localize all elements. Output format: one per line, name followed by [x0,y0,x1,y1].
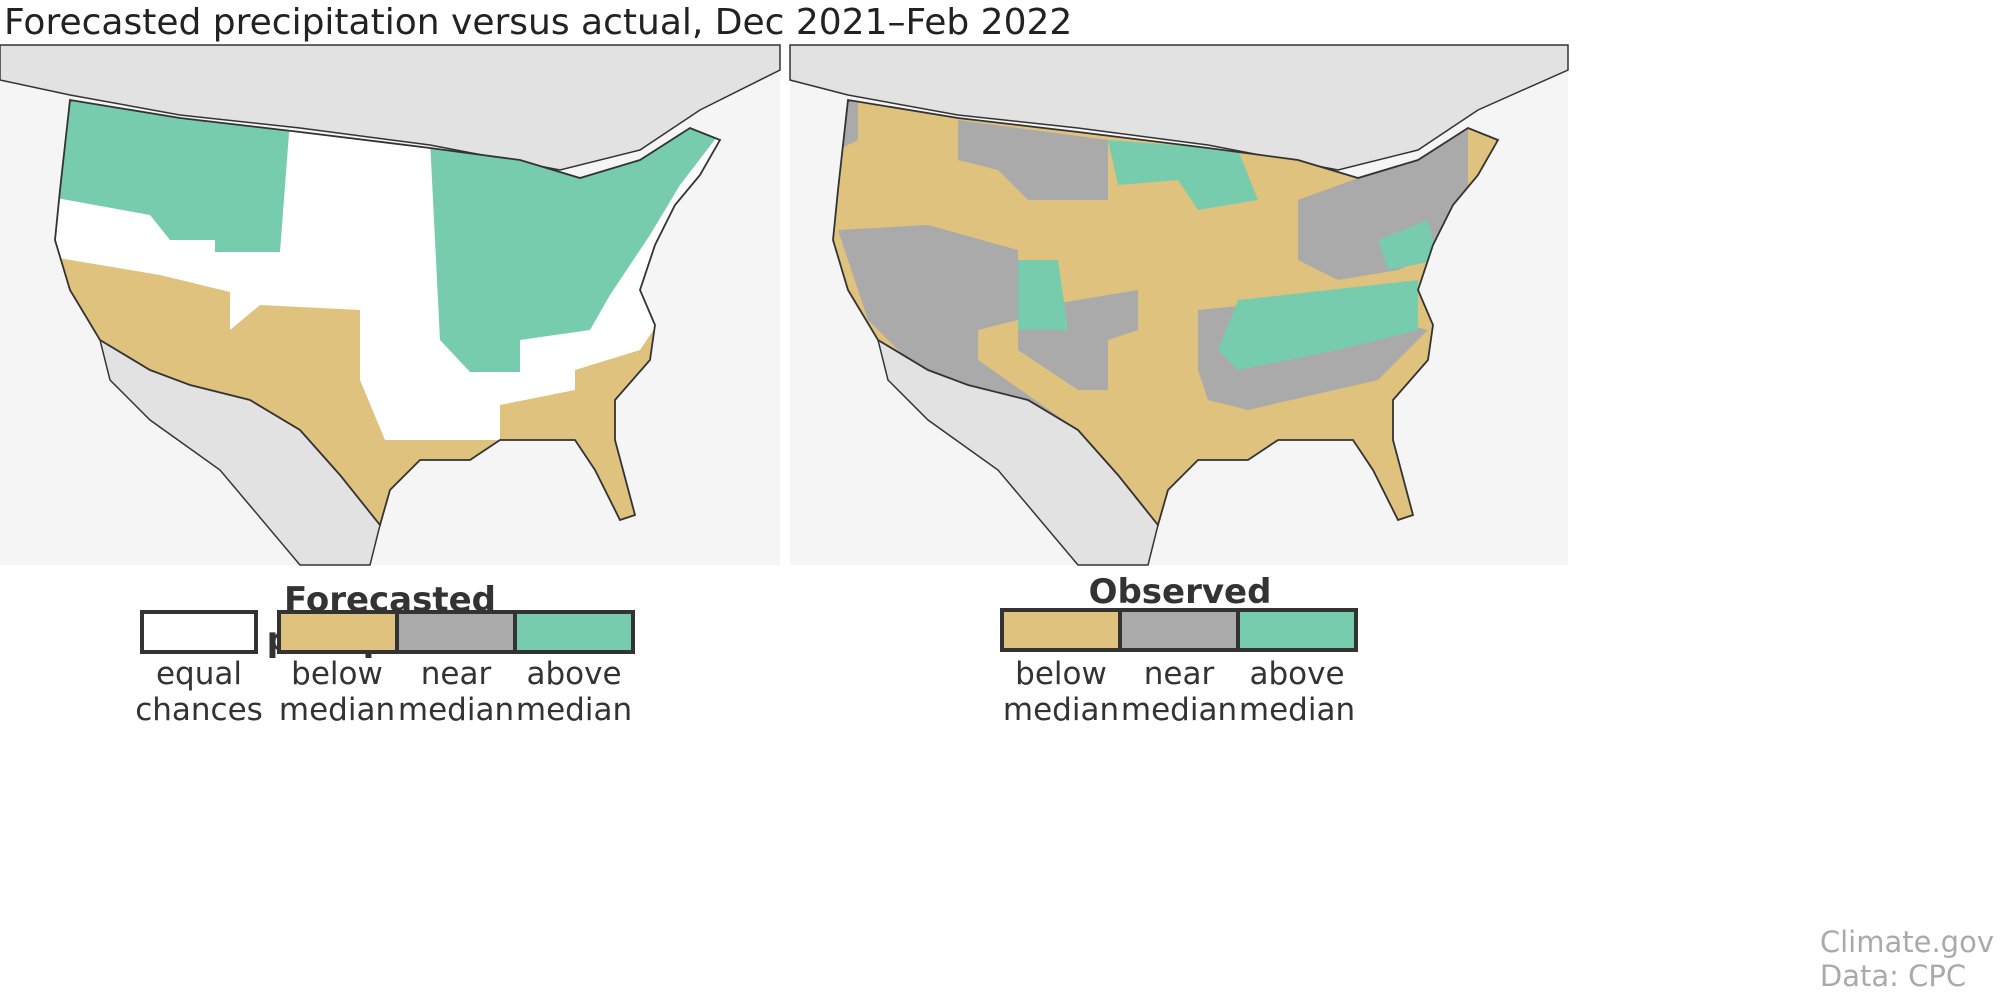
legend-swatch-near-median [1118,608,1240,652]
legend-swatch-equal-chances [140,610,258,654]
legend-swatch-near-median [395,610,517,654]
observed-above-colorado [1018,260,1068,330]
observed-map [789,44,1569,566]
legend-label-near-median: near median [397,656,515,728]
legend-swatch-above-median [1236,608,1358,652]
observed-near-montana [958,120,1108,200]
legend-swatch-above-median [513,610,635,654]
forecast-above-ohio-valley [430,120,720,372]
observed-above-north-plains [1108,140,1258,210]
observed-above-pennsylvania [1378,220,1438,270]
legend-label-above-median: above median [515,656,633,728]
legend-label-near-median: near median [1120,656,1238,728]
legend-swatch-below-median [277,610,399,654]
credit: Climate.gov Data: CPC [1820,925,1994,993]
legend-swatch-below-median [1000,608,1122,652]
legend-label-below-median: below median [278,656,396,728]
legend-label-equal-chances: equal chances [135,656,263,728]
observed-above-ohio-valley [1218,280,1418,370]
legend-label-below-median: below median [1002,656,1120,728]
legend-label-above-median: above median [1238,656,1356,728]
forecast-map [0,44,781,566]
chart-title: Forecasted precipitation versus actual, … [4,2,1073,43]
forecast-above-northwest [55,100,290,252]
credit-source: Climate.gov [1819,925,1994,959]
credit-data: Data: CPC [1819,959,1967,993]
